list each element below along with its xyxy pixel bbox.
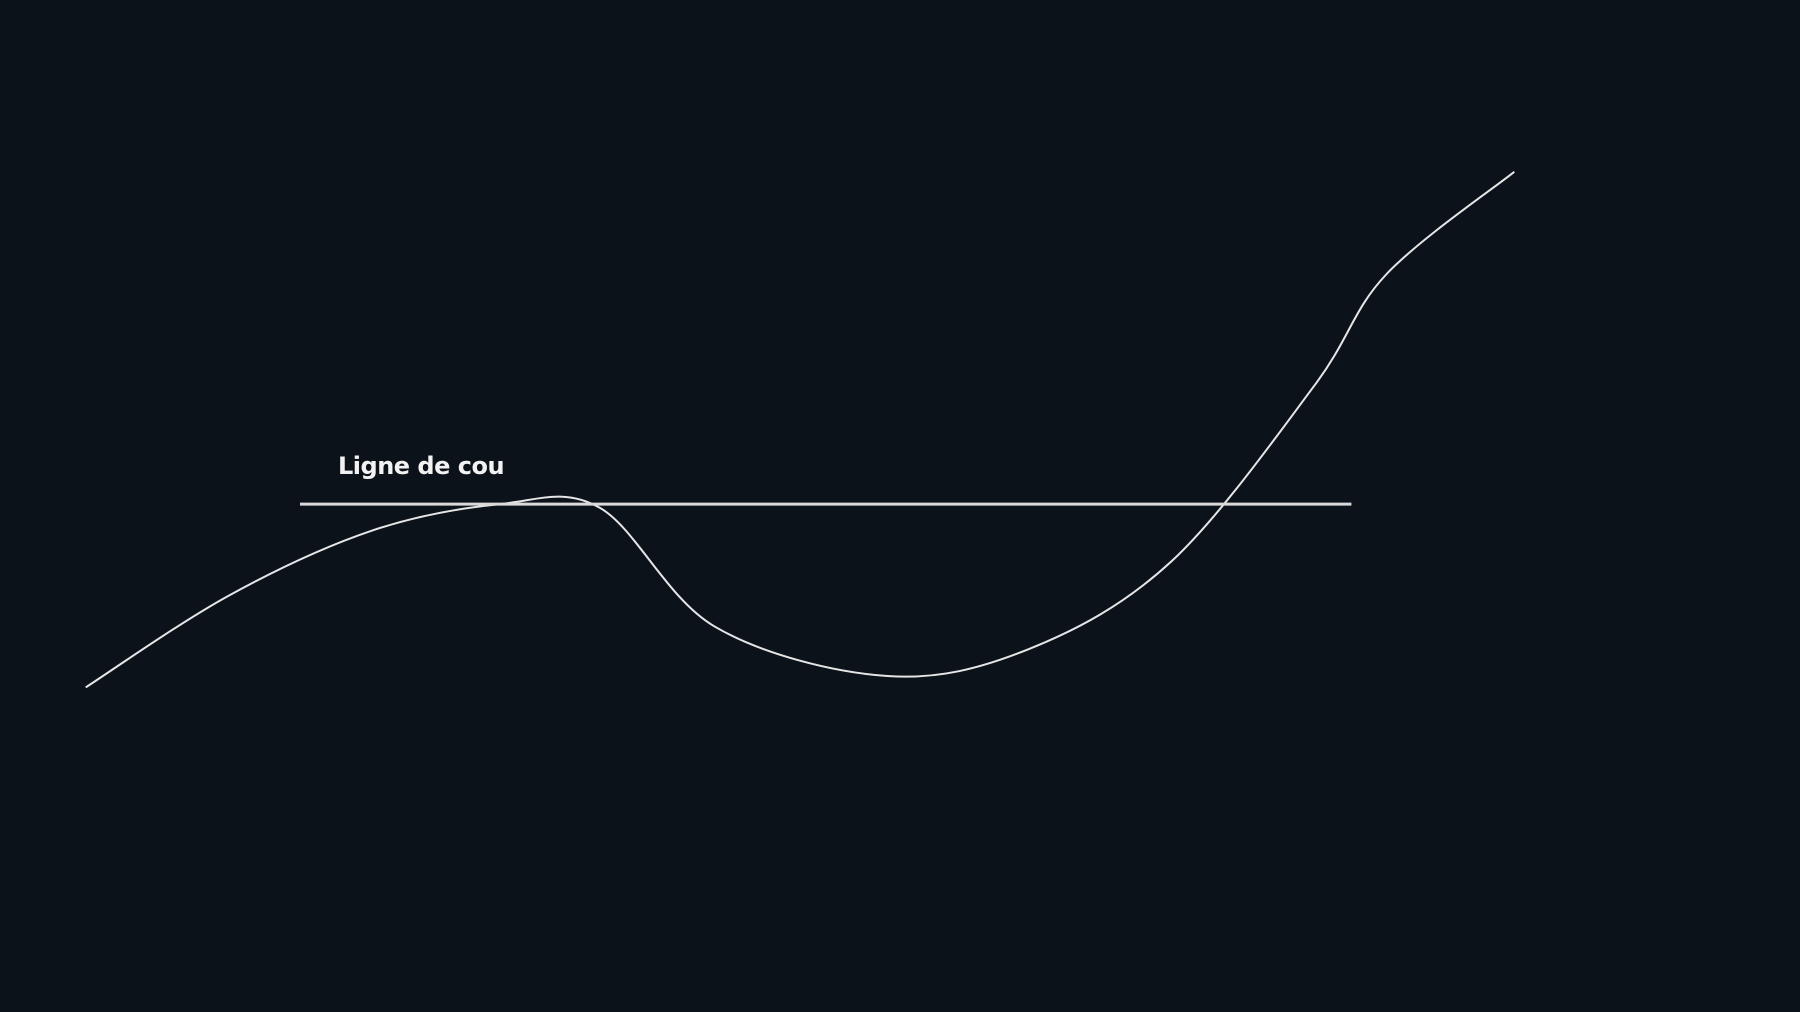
series-layer (86, 172, 1515, 688)
price-series-line (86, 172, 1515, 688)
neckline-label: Ligne de cou (338, 452, 504, 480)
